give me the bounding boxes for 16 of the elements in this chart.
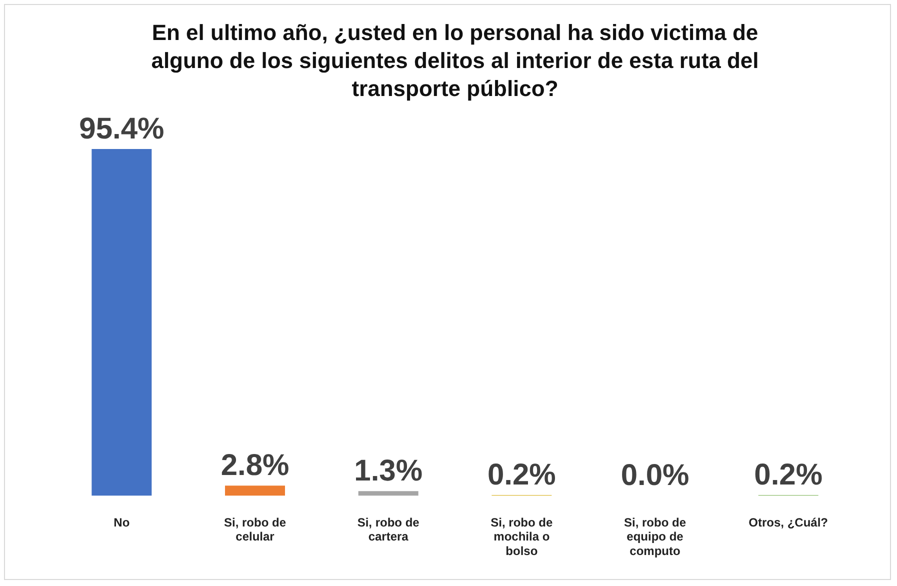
x-tick-label: Si, robo de equipo de computo	[624, 515, 686, 558]
data-label: 0.0%	[620, 459, 690, 492]
bar	[225, 486, 285, 496]
x-tick-label: Si, robo de cartera	[357, 515, 420, 544]
data-label: 2.8%	[220, 448, 290, 482]
x-tick-label: Si, robo de mochila o bolso	[490, 515, 553, 558]
data-label: 1.3%	[354, 454, 423, 488]
data-label: 95.4%	[79, 112, 164, 146]
bar	[358, 491, 418, 496]
x-tick-label: Otros, ¿Cuál?	[748, 515, 828, 530]
x-tick-label: Si, robo de celular	[224, 515, 286, 544]
data-label: 0.2%	[754, 458, 823, 492]
data-label: 0.2%	[487, 458, 556, 492]
x-tick-label: No	[114, 515, 130, 530]
bar	[92, 149, 152, 496]
chart-title: En el ultimo año, ¿usted en lo personal ha sido victima de alguno de los siguientes delitos al interior de esta ruta del transporte público?	[150, 19, 760, 103]
